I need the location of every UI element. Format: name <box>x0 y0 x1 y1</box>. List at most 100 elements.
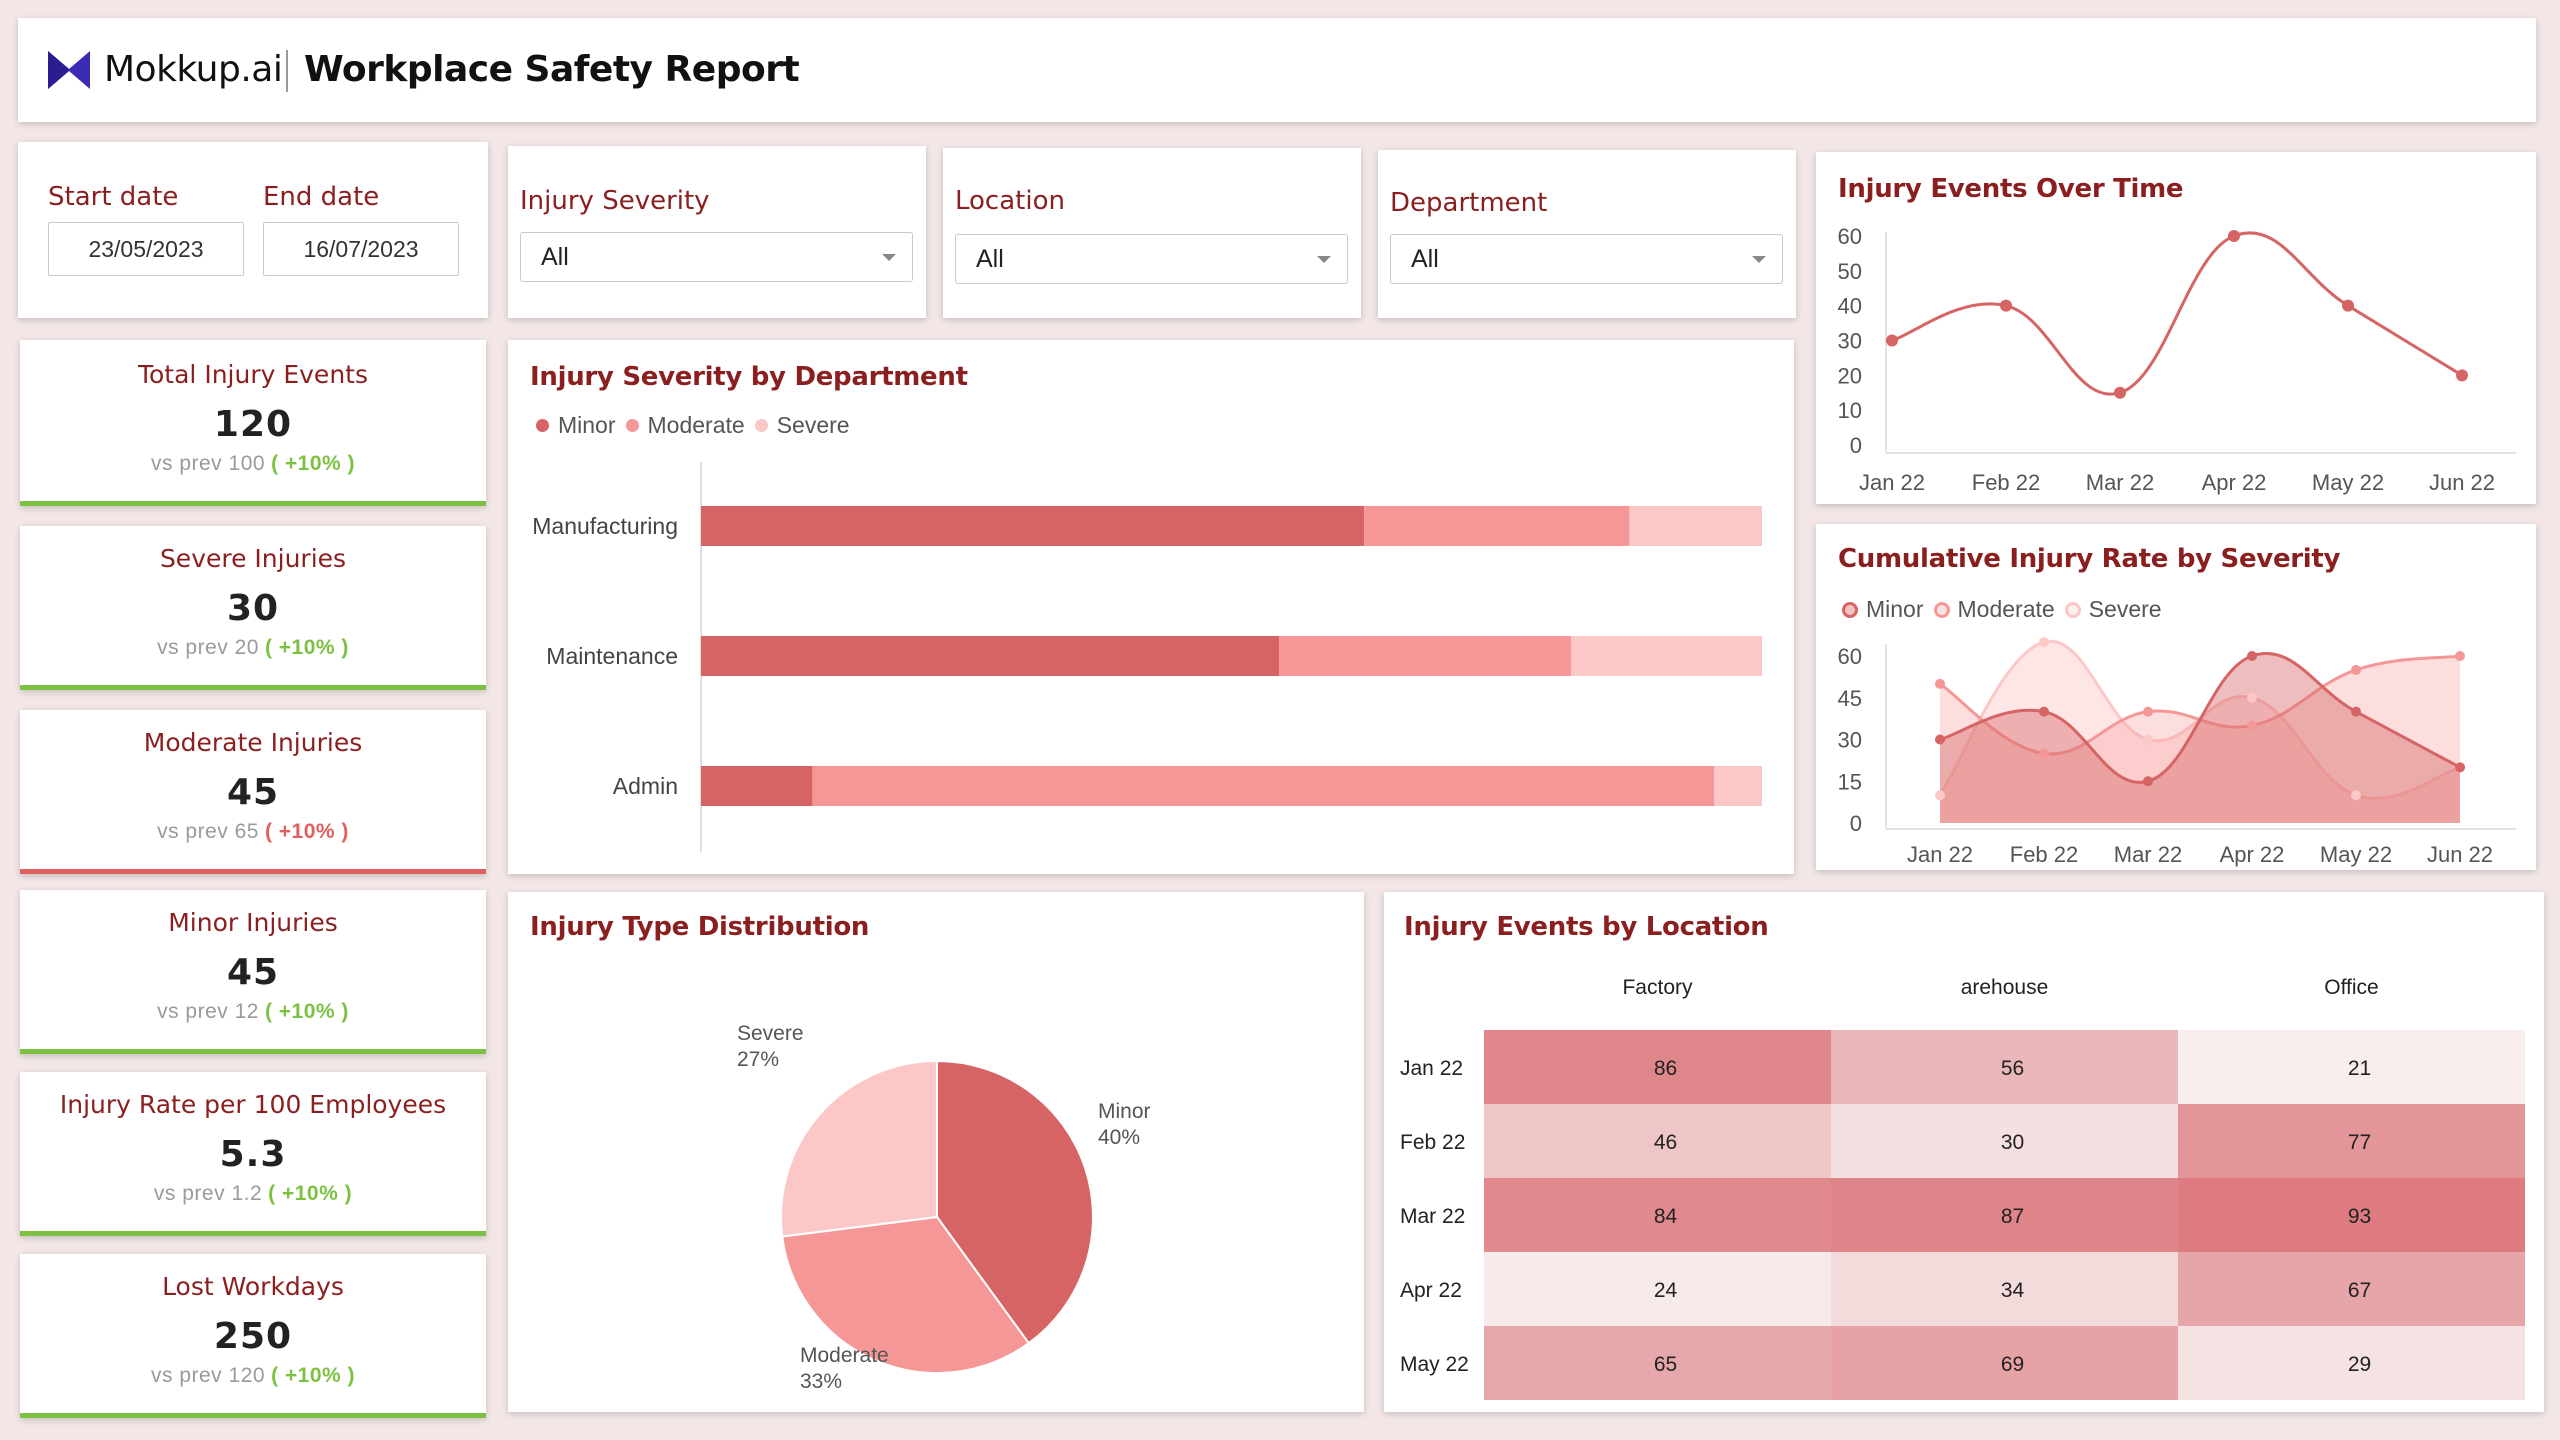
chevron-down-icon <box>1752 256 1766 263</box>
area-line-moderate <box>1939 654 2461 756</box>
pie-slice-moderate[interactable] <box>781 1215 1031 1374</box>
bar-segment-severe[interactable] <box>1714 766 1762 806</box>
kpi-card-injury-rate: Injury Rate per 100 Employees 5.3 vs pre… <box>20 1072 486 1236</box>
heatmap-cell[interactable] <box>2178 1326 2525 1400</box>
data-point-minor[interactable] <box>2039 706 2049 717</box>
kpi-trend-bar <box>20 1049 486 1054</box>
severity-dropdown[interactable]: All <box>520 232 913 282</box>
data-point-severe[interactable] <box>2351 790 2361 801</box>
legend-item-severe[interactable]: Severe <box>754 412 850 439</box>
events-over-time-card: Injury Events Over Time 0 10 20 30 40 50 60 Jan… <box>1816 152 2536 504</box>
data-point-minor[interactable] <box>2351 706 2361 717</box>
bar-segment-minor[interactable] <box>701 636 1280 676</box>
legend-item-minor[interactable]: Minor <box>1842 596 1924 623</box>
legend-item-moderate[interactable]: Moderate <box>1933 596 2055 623</box>
department-dropdown[interactable]: All <box>1390 234 1783 284</box>
data-point[interactable] <box>2228 230 2240 242</box>
data-point-minor[interactable] <box>1935 734 1945 745</box>
kpi-trend-bar <box>20 869 486 874</box>
kpi-card-moderate-injuries: Moderate Injuries 45 vs prev 65( +10% ) <box>20 710 486 874</box>
data-point-moderate[interactable] <box>2247 720 2257 731</box>
pie-pct-label: 40% <box>1098 1126 1140 1149</box>
bar-segment-severe[interactable] <box>1571 636 1762 676</box>
data-point[interactable] <box>2342 299 2354 312</box>
end-date-label: End date <box>263 182 380 212</box>
bar-segment-moderate[interactable] <box>812 766 1715 806</box>
heatmap-cell[interactable] <box>1484 1326 1831 1400</box>
data-point[interactable] <box>1886 334 1898 347</box>
heatmap-cell-value: 34 <box>2001 1279 2025 1302</box>
kpi-trend-bar <box>20 685 486 690</box>
kpi-card-lost-workdays: Lost Workdays 250 vs prev 120( +10% ) <box>20 1254 486 1418</box>
data-point-severe[interactable] <box>1935 790 1945 801</box>
bar-segment-moderate[interactable] <box>1279 636 1572 676</box>
legend-item-moderate[interactable]: Moderate <box>625 412 745 439</box>
data-point-minor[interactable] <box>2143 776 2153 787</box>
location-dropdown[interactable]: All <box>955 234 1348 284</box>
kpi-delta: ( +10% ) <box>271 452 356 475</box>
data-point[interactable] <box>2000 299 2012 312</box>
pie-pct-label: 33% <box>800 1370 842 1393</box>
kpi-title: Injury Rate per 100 Employees <box>59 1090 447 1119</box>
legend-item-severe[interactable]: Severe <box>2064 596 2162 623</box>
heatmap-cell-value: 56 <box>2001 1057 2024 1080</box>
heatmap-cell[interactable] <box>1831 1030 2178 1104</box>
bar-segment-moderate[interactable] <box>1364 506 1630 546</box>
data-point-severe[interactable] <box>2143 734 2153 745</box>
heatmap-cell[interactable] <box>2178 1252 2525 1326</box>
heatmap-cell[interactable] <box>1484 1252 1831 1326</box>
injury-type-distribution-card: Injury Type Distribution Minor 40% Moderat… <box>508 892 1364 1412</box>
heatmap-cell[interactable] <box>1484 1030 1831 1104</box>
start-date-input[interactable]: 23/05/2023 <box>48 222 244 276</box>
kpi-title: Moderate Injuries <box>143 728 363 757</box>
data-point-severe[interactable] <box>2247 692 2257 703</box>
bar-segment-minor[interactable] <box>701 506 1365 546</box>
heatmap-cell[interactable] <box>1831 1178 2178 1252</box>
heatmap-row-label: Feb 22 <box>1400 1131 1465 1154</box>
heatmap-cell-value: 30 <box>2001 1131 2024 1154</box>
heatmap-cell-value: 46 <box>1654 1131 1677 1154</box>
heatmap-cell[interactable] <box>1484 1178 1831 1252</box>
heatmap-cell[interactable] <box>1831 1252 2178 1326</box>
heatmap-cell-value: 86 <box>1654 1057 1677 1080</box>
y-tick-label: 50 <box>1838 259 1862 284</box>
heatmap-cell-value: 87 <box>2001 1205 2024 1228</box>
heatmap-cell[interactable] <box>2178 1030 2525 1104</box>
data-point-moderate[interactable] <box>2351 664 2361 675</box>
data-point-minor[interactable] <box>2455 762 2465 773</box>
heatmap-cell-value: 93 <box>2348 1205 2371 1228</box>
heatmap-cell[interactable] <box>1831 1326 2178 1400</box>
end-date-input[interactable]: 16/07/2023 <box>263 222 459 276</box>
kpi-comparison: vs prev 100( +10% ) <box>150 452 356 475</box>
pie-slice-minor[interactable] <box>936 1059 1094 1345</box>
bar-segment-severe[interactable] <box>1629 506 1762 546</box>
cumulative-rate-card: Cumulative Injury Rate by Severity Minor… <box>1816 524 2536 870</box>
kpi-value: 30 <box>226 588 280 629</box>
data-point[interactable] <box>2456 369 2468 382</box>
heatmap-cell[interactable] <box>2178 1178 2525 1252</box>
location-filter-card: Location All <box>943 148 1361 318</box>
page-title: Workplace Safety Report <box>304 49 800 90</box>
heatmap-cell[interactable] <box>2178 1104 2525 1178</box>
data-point-moderate[interactable] <box>2039 748 2049 759</box>
kpi-trend-bar <box>20 1413 486 1418</box>
data-point[interactable] <box>2114 386 2126 399</box>
data-point-minor[interactable] <box>2247 651 2257 661</box>
data-point-moderate[interactable] <box>2455 651 2465 661</box>
chart-legend: Minor Moderate Severe <box>536 412 860 439</box>
date-filter-card: Start date 23/05/2023 End date 16/07/202… <box>18 142 488 318</box>
heatmap-cell[interactable] <box>1484 1104 1831 1178</box>
severity-by-department-card: Injury Severity by Department Minor Mode… <box>508 340 1794 874</box>
legend-item-minor[interactable]: Minor <box>536 412 616 439</box>
data-point-severe[interactable] <box>2039 637 2049 648</box>
location-dropdown-value: All <box>976 245 1004 273</box>
kpi-title: Total Injury Events <box>137 360 368 389</box>
pie-slice-severe[interactable] <box>780 1059 938 1238</box>
kpi-delta: ( +10% ) <box>264 636 349 659</box>
data-point-moderate[interactable] <box>1935 678 1945 689</box>
data-point-moderate[interactable] <box>2143 706 2153 717</box>
heatmap-cell[interactable] <box>1831 1104 2178 1178</box>
y-tick-label: 20 <box>1838 363 1862 388</box>
x-tick-label: Jan 22 <box>1859 470 1925 495</box>
bar-segment-minor[interactable] <box>701 766 813 806</box>
